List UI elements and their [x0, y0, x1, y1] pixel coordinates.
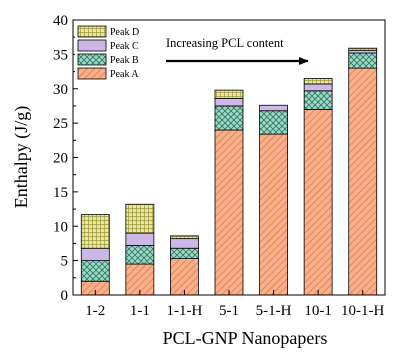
x-tick-label: 5-1-H: [256, 303, 292, 319]
y-tick-label: 25: [53, 116, 68, 132]
y-tick-label: 30: [53, 82, 68, 98]
bar-1-2-peak-c: [80, 247, 110, 262]
bar-1-1-peak-c: [125, 232, 155, 246]
bars-layer: [80, 47, 378, 296]
bar-5-1-peak-a: [214, 129, 244, 296]
legend-swatch-peak-d: [77, 25, 107, 38]
bar-5-1-peak-c: [214, 97, 244, 107]
bar-1-1-peak-b: [125, 245, 155, 265]
bar-5-1-H-peak-b: [259, 110, 288, 135]
legend-label: Peak D: [110, 27, 139, 38]
x-axis-title: PCL-GNP Nanopapers: [163, 328, 328, 348]
bar-10-1-peak-c: [303, 83, 333, 92]
x-tick-label: 1-1: [130, 303, 150, 319]
bar-10-1-H-peak-d: [348, 47, 378, 51]
bar-1-1-H-peak-d: [170, 235, 199, 240]
bar-1-1-H-peak-a: [170, 258, 199, 296]
legend-label: Peak C: [110, 41, 139, 52]
y-tick-label: 5: [61, 254, 69, 270]
legend-label: Peak A: [110, 69, 139, 80]
bar-5-1-peak-d: [214, 89, 244, 99]
x-tick-label: 1-1-H: [167, 303, 203, 319]
x-tick-label: 10-1: [304, 303, 332, 319]
y-tick-label: 20: [53, 151, 68, 167]
bar-1-2-peak-b: [80, 260, 110, 282]
x-tick-label: 10-1-H: [341, 303, 384, 319]
bar-1-1-H-peak-c: [170, 238, 199, 249]
bar-5-1-H-peak-c: [259, 104, 288, 112]
y-tick-label: 15: [53, 185, 68, 201]
bar-10-1-peak-a: [303, 108, 333, 296]
bar-10-1-H-peak-c: [348, 49, 378, 54]
legend-swatch-peak-b: [77, 53, 107, 66]
legend: Peak D Peak C Peak B Peak A: [75, 23, 149, 83]
axes-layer: 0 5 10 15 20 25 30 35 40 1-2 1-1 1-1-H 5-1 5-1-H 10-1 1…: [53, 13, 386, 319]
bar-10-1-peak-d: [303, 78, 333, 85]
bar-1-2-peak-d: [80, 214, 110, 249]
bar-10-1-peak-b: [303, 90, 333, 110]
y-tick-label: 10: [53, 219, 68, 235]
bar-5-1-H-peak-a: [259, 133, 288, 296]
bar-5-1-peak-b: [214, 105, 244, 131]
y-tick-label: 0: [61, 288, 69, 304]
bar-1-1-peak-d: [125, 203, 155, 234]
bar-1-1-peak-a: [125, 263, 155, 296]
bar-10-1-H-peak-b: [348, 52, 378, 69]
x-tick-label: 1-2: [85, 303, 105, 319]
x-tick-label: 5-1: [219, 303, 239, 319]
legend-label: Peak B: [110, 55, 139, 66]
y-axis-title: Enthalpy (J/g): [11, 106, 32, 208]
y-tick-label: 35: [53, 47, 68, 63]
annotation-text: Increasing PCL content: [166, 36, 284, 50]
legend-swatch-peak-c: [77, 39, 107, 52]
bar-1-1-H-peak-b: [170, 247, 199, 259]
bar-10-1-H-peak-a: [348, 67, 378, 296]
legend-swatch-peak-a: [77, 67, 107, 80]
y-tick-label: 40: [53, 13, 68, 29]
